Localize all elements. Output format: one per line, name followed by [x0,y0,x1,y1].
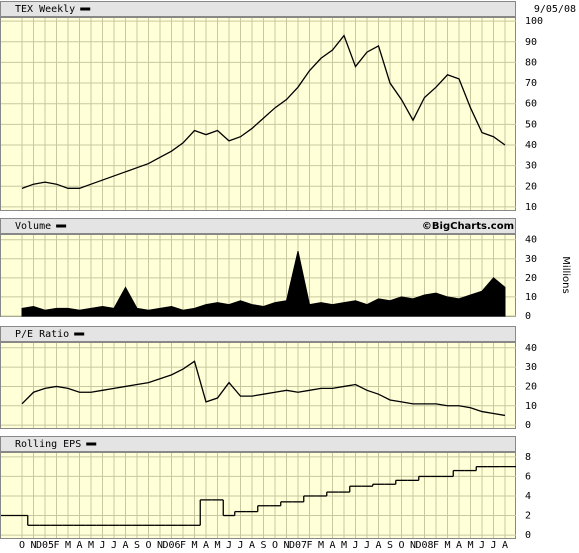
y-tick-label: 90 [525,37,537,48]
y-tick-label: 30 [525,161,537,172]
x-tick-label: N [30,540,36,551]
x-tick-label: S [260,540,266,551]
x-tick-label: A [375,540,381,551]
y-tick-label: 30 [525,254,537,265]
x-tick-label: D05 [36,540,54,551]
x-tick-label: S [134,540,140,551]
x-tick-label: J [479,540,485,551]
y-tick-label: 60 [525,99,537,110]
price-line [21,360,506,417]
x-tick-label: D08 [415,540,433,551]
x-tick-label: M [341,540,347,551]
x-tick-label: A [122,540,128,551]
x-tick-label: J [226,540,232,551]
x-tick-label: D07 [289,540,307,551]
x-tick-label: O [398,540,404,551]
y-tick-label: 70 [525,78,537,89]
volume-area [21,251,506,317]
x-tick-label: J [490,540,496,551]
x-tick-label: A [76,540,82,551]
x-tick-label: N [283,540,289,551]
panel-title: Volume [15,221,51,232]
x-tick-label: M [214,540,220,551]
x-tick-label: O [272,540,278,551]
x-tick-label: O [19,540,25,551]
y-tick-label: 40 [525,140,537,151]
watermark: ©BigCharts.com [422,221,514,232]
x-tick-label: N [157,540,163,551]
x-tick-label: A [203,540,209,551]
y-tick-label: 80 [525,57,537,68]
x-tick-label: M [88,540,94,551]
x-tick-label: M [191,540,197,551]
x-tick-label: A [502,540,508,551]
panel-header [0,326,516,342]
y-tick-label: 0 [525,420,531,431]
x-tick-label: O [145,540,151,551]
x-tick-label: F [53,540,59,551]
x-tick-label: F [180,540,186,551]
y-tick-label: 10 [525,292,537,303]
panel-title: Rolling EPS [15,439,81,450]
y-tick-label: 10 [525,202,537,213]
y-tick-label: 6 [525,471,531,482]
x-tick-label: J [352,540,358,551]
legend-swatch [74,332,85,336]
x-tick-label: A [456,540,462,551]
y-tick-label: 0 [525,311,531,322]
x-tick-label: F [433,540,439,551]
x-tick-label: M [444,540,450,551]
y-tick-label: 0 [525,530,531,541]
x-tick-label: M [318,540,324,551]
x-tick-label: M [65,540,71,551]
x-tick-label: S [387,540,393,551]
y-tick-label: 2 [525,511,531,522]
x-tick-label: J [237,540,243,551]
y-tick-label: 20 [525,381,537,392]
panel-header [0,436,516,452]
x-tick-label: D06 [162,540,180,551]
plot-area [0,17,516,211]
legend-swatch [86,442,97,446]
x-tick-label: A [329,540,335,551]
price-line [21,34,506,189]
x-tick-label: A [249,540,255,551]
x-tick-label: J [99,540,105,551]
y-tick-label: 20 [525,181,537,192]
panel-header [0,218,516,234]
y-tick-label: 10 [525,401,537,412]
y-tick-label: 30 [525,362,537,373]
y-tick-label: 8 [525,452,531,463]
panel-title: TEX Weekly [15,4,75,15]
panel-title: P/E Ratio [15,329,69,340]
y-tick-label: 4 [525,491,531,502]
legend-swatch [80,7,91,11]
x-tick-label: M [467,540,473,551]
y-tick-label: 20 [525,273,537,284]
plot-area [0,342,516,429]
legend-swatch [56,224,67,228]
date-label: 9/05/08 [534,4,576,15]
x-tick-label: N [410,540,416,551]
y-tick-label: 100 [525,16,543,27]
x-tick-label: J [111,540,117,551]
y-tick-label: 50 [525,119,537,130]
x-tick-label: J [364,540,370,551]
x-tick-label: F [306,540,312,551]
y-tick-label: 40 [525,235,537,246]
panel-header [0,1,516,17]
y-axis-label: Millions [560,256,571,293]
y-tick-label: 40 [525,343,537,354]
